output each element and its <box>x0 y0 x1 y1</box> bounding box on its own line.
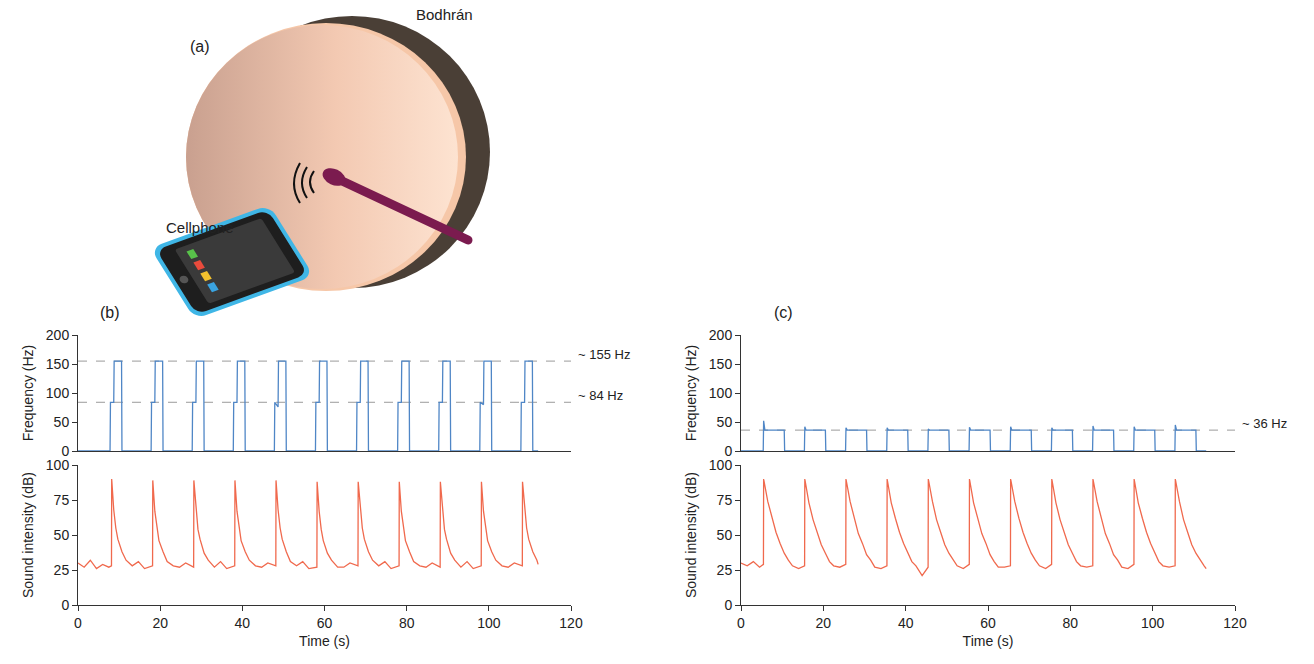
svg-text:60: 60 <box>980 615 996 631</box>
svg-text:150: 150 <box>709 356 733 372</box>
svg-text:100: 100 <box>709 385 733 401</box>
svg-text:25: 25 <box>54 562 70 578</box>
svg-text:Time (s): Time (s) <box>299 633 350 649</box>
svg-text:Sound intensity (dB): Sound intensity (dB) <box>683 472 699 598</box>
svg-text:(c): (c) <box>774 304 793 321</box>
svg-text:100: 100 <box>46 457 70 473</box>
svg-text:0: 0 <box>61 597 69 613</box>
svg-text:50: 50 <box>717 414 733 430</box>
svg-text:~ 36 Hz: ~ 36 Hz <box>1242 416 1287 431</box>
svg-text:Frequency (Hz): Frequency (Hz) <box>683 345 699 441</box>
svg-text:(a): (a) <box>190 38 210 55</box>
svg-text:~ 155 Hz: ~ 155 Hz <box>578 347 630 362</box>
svg-text:50: 50 <box>54 414 70 430</box>
svg-text:20: 20 <box>152 615 168 631</box>
svg-text:0: 0 <box>724 443 732 459</box>
svg-text:Time (s): Time (s) <box>963 633 1014 649</box>
svg-text:40: 40 <box>235 615 251 631</box>
svg-text:50: 50 <box>717 527 733 543</box>
svg-text:150: 150 <box>46 356 70 372</box>
svg-text:75: 75 <box>717 492 733 508</box>
svg-text:0: 0 <box>737 615 745 631</box>
svg-text:200: 200 <box>46 327 70 343</box>
svg-text:100: 100 <box>1141 615 1165 631</box>
svg-text:Cellphone: Cellphone <box>166 219 234 236</box>
svg-text:25: 25 <box>717 562 733 578</box>
svg-text:50: 50 <box>54 527 70 543</box>
svg-text:40: 40 <box>898 615 914 631</box>
svg-text:200: 200 <box>709 327 733 343</box>
svg-text:120: 120 <box>559 615 583 631</box>
svg-text:100: 100 <box>709 457 733 473</box>
svg-text:100: 100 <box>477 615 501 631</box>
svg-text:20: 20 <box>816 615 832 631</box>
svg-text:0: 0 <box>724 597 732 613</box>
svg-text:Sound intensity (dB): Sound intensity (dB) <box>20 472 36 598</box>
svg-text:0: 0 <box>61 443 69 459</box>
svg-text:Bodhrán: Bodhrán <box>416 6 473 23</box>
svg-text:100: 100 <box>46 385 70 401</box>
svg-text:75: 75 <box>54 492 70 508</box>
svg-text:0: 0 <box>74 615 82 631</box>
svg-text:(b): (b) <box>100 304 120 321</box>
svg-text:120: 120 <box>1223 615 1247 631</box>
svg-text:80: 80 <box>399 615 415 631</box>
svg-text:80: 80 <box>1063 615 1079 631</box>
svg-text:60: 60 <box>317 615 333 631</box>
svg-text:Frequency (Hz): Frequency (Hz) <box>20 345 36 441</box>
svg-text:~ 84 Hz: ~ 84 Hz <box>578 388 623 403</box>
